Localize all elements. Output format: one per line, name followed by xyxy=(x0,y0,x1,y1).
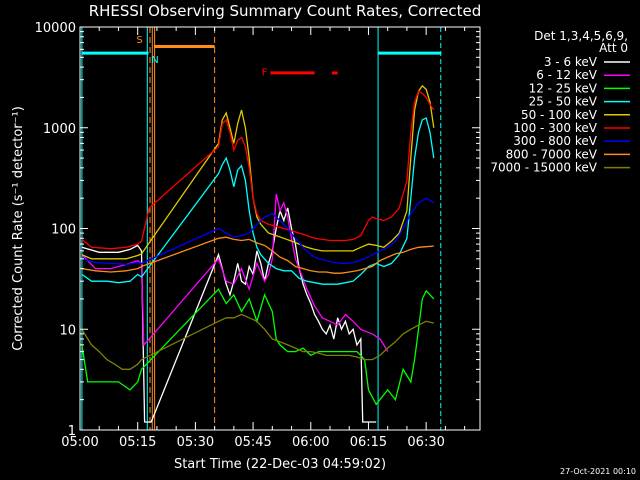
y-tick-label-0: 1 xyxy=(68,424,76,439)
x-axis-label: Start Time (22-Dec-03 04:59:02) xyxy=(174,457,386,472)
series-line-3 xyxy=(81,117,435,285)
series-line-2 xyxy=(81,288,435,406)
x-tick-label-0: 05:00 xyxy=(61,435,98,450)
y-tick-label-3: 1000 xyxy=(43,122,76,137)
legend-label-2: 12 - 25 keV xyxy=(529,81,598,95)
x-tick-label-2: 05:30 xyxy=(177,435,214,450)
series-line-6 xyxy=(81,197,435,266)
y-tick-label-4: 10000 xyxy=(35,21,76,36)
x-tick-label-6: 06:30 xyxy=(407,435,444,450)
marker-label-f: F xyxy=(262,68,268,79)
legend-header-detectors: Det 1,3,4,5,6,9, xyxy=(534,29,628,43)
y-tick-label-2: 100 xyxy=(51,223,76,238)
x-tick-label-1: 05:15 xyxy=(119,435,156,450)
plot-frame xyxy=(79,26,481,431)
y-tick-label-1: 10 xyxy=(59,323,76,338)
date-stamp: 27-Oct-2021 00:10 xyxy=(560,467,636,476)
y-axis-label: Corrected Count Rate (s⁻¹ detector⁻¹) xyxy=(11,106,26,351)
legend-label-0: 3 - 6 keV xyxy=(544,55,598,69)
marker-label-s: S xyxy=(136,35,142,46)
series-line-7 xyxy=(81,236,434,274)
legend-label-1: 6 - 12 keV xyxy=(536,68,598,82)
x-tick-label-3: 05:45 xyxy=(234,435,271,450)
legend-label-8: 7000 - 15000 keV xyxy=(490,161,597,175)
series-line-0 xyxy=(81,207,377,423)
legend-header-attenuator: Att 0 xyxy=(599,41,628,55)
legend-label-3: 25 - 50 keV xyxy=(529,95,598,109)
chart-title: RHESSI Observing Summary Count Rates, Co… xyxy=(89,2,482,20)
marker-label-n: N xyxy=(151,55,158,66)
series-line-1 xyxy=(81,193,389,352)
series-line-5 xyxy=(81,90,435,250)
legend-label-7: 800 - 7000 keV xyxy=(506,147,598,161)
x-tick-label-4: 06:00 xyxy=(292,435,329,450)
legend-label-6: 300 - 800 keV xyxy=(513,134,597,148)
series-line-8 xyxy=(81,313,434,370)
legend-label-4: 50 - 100 keV xyxy=(521,108,598,122)
legend-label-5: 100 - 300 keV xyxy=(513,121,597,135)
series-line-4 xyxy=(81,84,435,260)
x-tick-label-5: 06:15 xyxy=(350,435,387,450)
